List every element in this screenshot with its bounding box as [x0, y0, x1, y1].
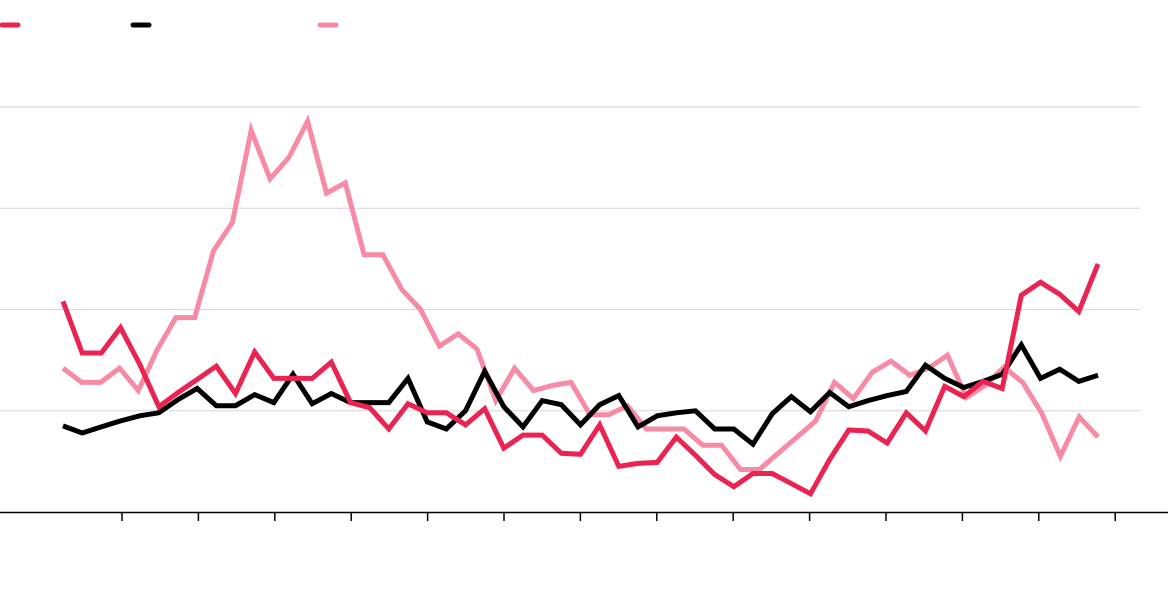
grid-lines — [0, 106, 1140, 412]
series-line — [60, 262, 1101, 498]
series-line — [61, 114, 1100, 472]
series-group — [60, 114, 1101, 498]
x-axis — [0, 511, 1168, 521]
series-line — [62, 340, 1099, 448]
